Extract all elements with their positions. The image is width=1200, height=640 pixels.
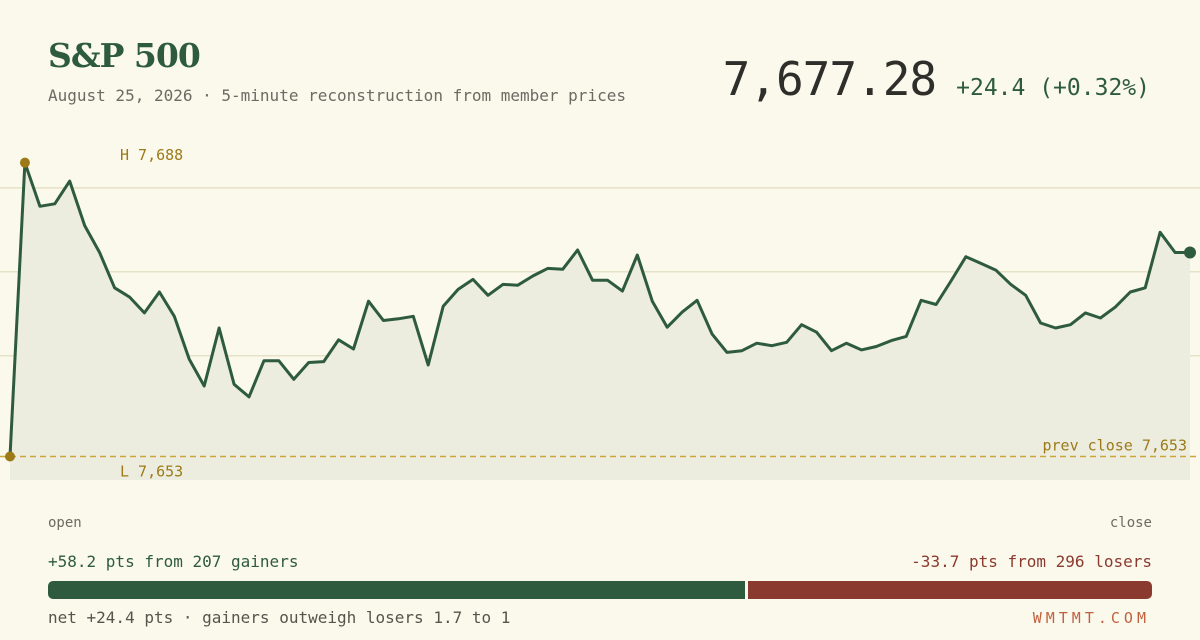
price-line — [8, 161, 1192, 458]
axis-close-label: close — [1109, 515, 1152, 531]
open-marker — [5, 451, 15, 462]
current-price: 7,677.28 — [722, 52, 938, 106]
high-marker — [19, 157, 30, 168]
close-marker — [1184, 246, 1196, 259]
gainers-summary: +58.2 pts from 207 gainers — [48, 552, 299, 571]
brand-logo: WMTMT.COM — [1032, 609, 1150, 627]
high-label: H 7,688 — [120, 146, 183, 164]
price-area — [10, 162, 1190, 480]
chart-subtitle: August 25, 2026 · 5-minute reconstructio… — [48, 86, 626, 105]
gainers-bar — [48, 581, 746, 599]
low-label: L 7,653 — [120, 462, 183, 480]
losers-summary: -33.7 pts from 296 losers — [911, 552, 1152, 571]
breadth-bar — [48, 581, 1152, 599]
axis-open-label: open — [48, 515, 82, 531]
price-block: 7,677.28 +24.4 (+0.32%) — [723, 52, 1150, 106]
intraday-chart: H 7,688 L 7,653 prev close 7,653 — [0, 146, 1200, 480]
price-change: +24.4 (+0.32%) — [956, 75, 1150, 101]
prev-close-label: prev close 7,653 — [1043, 436, 1188, 454]
index-title: S&P 500 — [48, 36, 201, 75]
net-summary: net +24.4 pts · gainers outweigh losers … — [48, 608, 511, 627]
losers-bar — [748, 581, 1152, 599]
